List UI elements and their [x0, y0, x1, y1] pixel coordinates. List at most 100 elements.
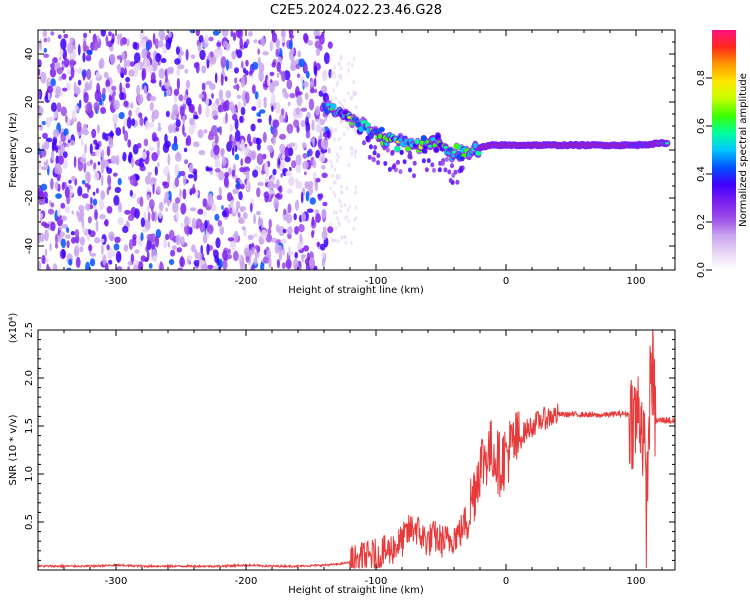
noise-blob — [65, 114, 68, 123]
noise-blob — [254, 251, 260, 259]
noise-blob — [241, 60, 244, 69]
noise-blob — [123, 58, 127, 71]
noise-blob — [239, 167, 246, 173]
noise-blob — [281, 71, 286, 82]
noise-blob — [117, 33, 120, 46]
noise-blob — [68, 258, 73, 266]
noise-blob — [353, 128, 357, 133]
ridge-scatter — [367, 154, 372, 160]
noise-blob — [129, 175, 136, 186]
noise-blob — [65, 234, 71, 240]
noise-blob — [254, 244, 259, 250]
noise-blob — [257, 98, 262, 109]
noise-blob — [233, 250, 239, 262]
noise-blob — [44, 229, 49, 242]
noise-blob — [102, 254, 107, 266]
noise-blob — [294, 251, 299, 259]
noise-blob — [231, 146, 235, 156]
noise-blob — [263, 249, 267, 256]
noise-blob — [234, 145, 238, 153]
noise-blob — [203, 129, 208, 134]
colorbar-label: Normalized spectral amplitude — [738, 73, 749, 227]
noise-blob — [103, 71, 109, 79]
noise-blob — [60, 106, 67, 117]
noise-blob — [225, 112, 228, 124]
noise-blob — [217, 220, 223, 227]
noise-blob — [189, 163, 194, 173]
noise-blob — [145, 120, 150, 130]
noise-blob — [286, 79, 293, 90]
noise-blob — [289, 92, 296, 99]
noise-blob — [134, 62, 141, 71]
noise-blob — [117, 63, 121, 74]
noise-blob — [281, 36, 286, 44]
noise-blob — [253, 233, 259, 238]
noise-blob — [87, 184, 91, 190]
noise-blob — [230, 30, 234, 37]
noise-blob — [82, 52, 86, 63]
spectrogram-x-axis-label: Height of straight line (km) — [288, 285, 424, 296]
x-tick-label: 0 — [503, 576, 509, 587]
noise-blob — [52, 263, 58, 270]
noise-blob — [171, 245, 177, 251]
noise-blob — [260, 169, 265, 175]
noise-blob — [262, 51, 270, 56]
noise-blob — [272, 126, 278, 138]
noise-blob — [163, 181, 170, 189]
noise-blob — [342, 132, 346, 137]
noise-blob — [93, 139, 98, 145]
noise-blob — [47, 91, 51, 101]
noise-blob — [265, 166, 269, 178]
noise-blob — [293, 213, 297, 221]
noise-blob — [193, 123, 197, 129]
noise-blob — [107, 40, 113, 48]
ridge-scatter — [392, 164, 396, 170]
noise-blob — [157, 161, 160, 168]
x-tick-label: 100 — [626, 276, 645, 287]
noise-blob — [58, 34, 62, 39]
noise-blob — [324, 95, 330, 102]
noise-blob — [234, 77, 238, 84]
noise-blob — [66, 227, 70, 234]
ridge-core — [378, 133, 383, 139]
noise-blob — [276, 72, 280, 79]
noise-blob — [69, 76, 72, 81]
noise-blob — [248, 250, 252, 260]
ridge-scatter — [455, 179, 460, 185]
noise-blob — [144, 219, 151, 231]
noise-blob — [62, 87, 68, 92]
noise-blob — [214, 168, 221, 173]
noise-blob — [92, 39, 99, 51]
noise-blob — [188, 216, 192, 225]
noise-blob — [130, 102, 134, 109]
noise-blob — [182, 188, 187, 200]
noise-blob — [269, 71, 275, 77]
noise-blob — [182, 123, 185, 136]
noise-blob — [140, 217, 146, 228]
noise-blob — [100, 190, 106, 200]
noise-blob — [50, 202, 55, 208]
noise-blob — [149, 96, 156, 101]
noise-blob — [287, 226, 293, 235]
noise-blob — [314, 40, 321, 49]
noise-blob — [171, 110, 175, 116]
noise-blob — [148, 146, 155, 151]
noise-blob — [67, 42, 74, 54]
noise-blob — [152, 109, 160, 120]
noise-blob — [151, 211, 156, 222]
noise-blob — [87, 216, 92, 224]
noise-blob — [294, 199, 300, 211]
noise-blob — [211, 102, 218, 112]
noise-blob — [146, 250, 150, 261]
noise-blob — [120, 72, 124, 79]
noise-blob — [333, 65, 336, 70]
noise-blob — [125, 220, 129, 228]
noise-blob — [299, 233, 303, 244]
noise-blob — [179, 50, 184, 56]
snr-x-ticks: -300 -200 -100 0 100 — [37, 330, 663, 587]
ridge-scatter — [430, 162, 435, 168]
noise-blob — [251, 106, 257, 111]
noise-blob — [322, 69, 328, 82]
noise-blob — [83, 92, 89, 104]
noise-blob — [197, 44, 202, 52]
